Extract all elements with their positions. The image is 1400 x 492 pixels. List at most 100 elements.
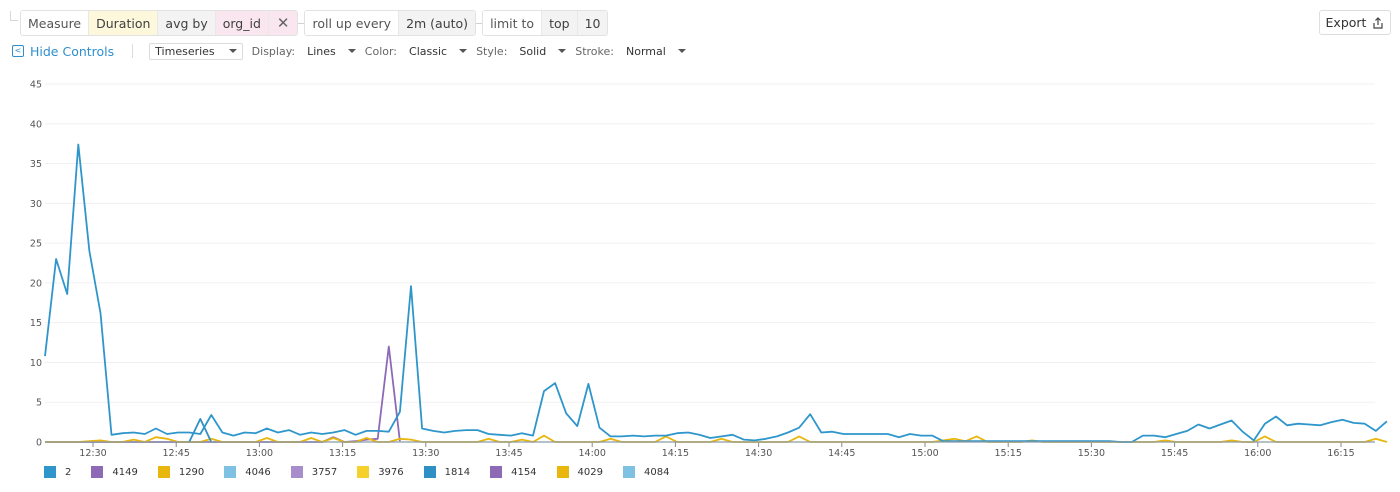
legend-swatch-icon [44,466,56,478]
y-tick-label: 35 [30,159,42,170]
x-tick-label: 13:00 [246,448,273,459]
export-button[interactable]: Export [1319,10,1391,35]
chevron-down-icon [459,49,468,53]
legend-item[interactable]: 4046 [224,466,290,478]
collapse-left-icon: < [12,45,24,57]
x-tick-label: 14:45 [828,448,855,459]
legend-item[interactable]: 4154 [490,466,556,478]
x-tick-label: 15:00 [911,448,938,459]
viz-type-select[interactable]: Timeseries [149,42,243,60]
x-tick-label: 14:15 [662,448,689,459]
chevron-down-icon [677,49,686,53]
rollup-select[interactable]: 2m (auto) [399,11,476,35]
chevron-down-icon [228,49,237,53]
legend-item[interactable]: 1290 [157,466,224,478]
measure-value[interactable]: Duration [89,11,159,35]
query-builder: Measure Duration avg by org_id ✕ roll up… [10,9,609,37]
legend-swatch-icon [423,466,436,478]
measure-group: Measure Duration avg by org_id ✕ [20,10,299,36]
legend-label: 3976 [378,466,404,478]
legend-swatch-icon [157,466,170,478]
stroke-select[interactable]: Stroke: Normal [575,45,686,58]
group-by-tag[interactable]: org_id [215,11,269,35]
legend-swatch-icon [490,466,503,478]
limit-direction-select[interactable]: top [542,11,578,35]
display-value: Lines [307,44,336,58]
legend-item[interactable]: 4149 [91,466,157,478]
legend-label: 3757 [311,466,338,478]
hide-controls-button[interactable]: < Hide Controls [12,44,114,59]
legend-swatch-icon [91,466,104,478]
y-tick-label: 15 [30,318,42,329]
graph-controls: < Hide Controls Timeseries Display: Line… [12,42,686,60]
series-line-2[interactable] [44,143,1388,443]
legend-swatch-icon [224,466,237,478]
legend-label: 2 [65,466,72,478]
timeseries-chart[interactable]: 0 5 10 15 20 25 30 35 40 45 12:30 12:45 13:00 13:15 13… [0,70,1400,460]
y-tick-label: 5 [36,398,42,409]
hide-controls-label: Hide Controls [30,43,115,59]
color-label: Color: [364,44,398,58]
series-line-1290[interactable] [45,434,1388,443]
y-tick-label: 0 [36,438,42,449]
legend-item[interactable]: 4029 [556,466,623,478]
y-tick-label: 30 [30,199,42,210]
legend-swatch-icon [556,466,569,478]
x-tick-label: 13:15 [329,448,356,459]
viz-type-value: Timeseries [155,44,215,58]
legend-item[interactable]: 1814 [423,466,490,478]
x-tick-label: 16:00 [1244,448,1271,459]
limit-label: limit to [483,11,543,35]
x-tick-label: 14:00 [579,448,606,459]
series-line-4149[interactable] [45,345,401,443]
x-tick-label: 13:30 [412,448,439,459]
x-tick-label: 12:45 [163,448,190,459]
stroke-value: Normal [625,44,666,58]
display-select[interactable]: Display: Lines [252,45,356,58]
y-tick-label: 25 [30,239,42,250]
query-bracket [10,11,18,21]
connector [298,22,305,24]
x-tick-label: 14:30 [745,448,772,459]
rollup-group: roll up every 2m (auto) [304,10,477,36]
legend-swatch-icon [290,466,303,478]
legend-swatch-icon [357,466,370,478]
legend-label: 4046 [245,466,271,478]
close-icon: ✕ [276,14,290,32]
x-tick-label: 16:15 [1327,448,1354,459]
legend-label: 4029 [577,466,603,478]
legend-item[interactable]: 2 [44,466,91,478]
color-value: Classic [409,44,448,58]
display-label: Display: [251,44,296,58]
x-tick-label: 15:45 [1161,448,1188,459]
export-label: Export [1325,15,1367,30]
y-tick-label: 10 [30,358,42,369]
legend-item[interactable]: 3976 [357,466,423,478]
legend-item[interactable]: 4084 [623,466,689,478]
share-upload-icon [1373,16,1384,29]
style-label: Style: [476,44,508,58]
chart-legend: 2 4149 1290 4046 3757 3976 1814 4154 4029 4084 [44,466,689,478]
legend-item[interactable]: 3757 [290,466,357,478]
y-tick-label: 45 [30,80,42,91]
y-tick-label: 40 [30,119,42,130]
chevron-down-icon [347,49,356,53]
x-tick-label: 15:15 [995,448,1022,459]
connector [476,22,483,24]
stroke-label: Stroke: [575,44,614,58]
aggregation-select[interactable]: avg by [158,11,216,35]
legend-label: 4149 [112,466,138,478]
measure-label: Measure [21,11,90,35]
series-line-1814[interactable] [188,418,213,443]
rollup-label: roll up every [305,11,400,35]
legend-label: 4084 [644,466,670,478]
limit-value-input[interactable]: 10 [577,11,608,35]
remove-group-by-button[interactable]: ✕ [268,11,298,35]
x-tick-label: 12:30 [79,448,106,459]
color-select[interactable]: Color: Classic [364,44,468,58]
legend-label: 1814 [444,466,471,478]
limit-group: limit to top 10 [482,10,609,36]
legend-label: 1290 [178,466,205,478]
style-select[interactable]: Style: Solid [476,44,567,58]
y-tick-label: 20 [30,278,42,289]
